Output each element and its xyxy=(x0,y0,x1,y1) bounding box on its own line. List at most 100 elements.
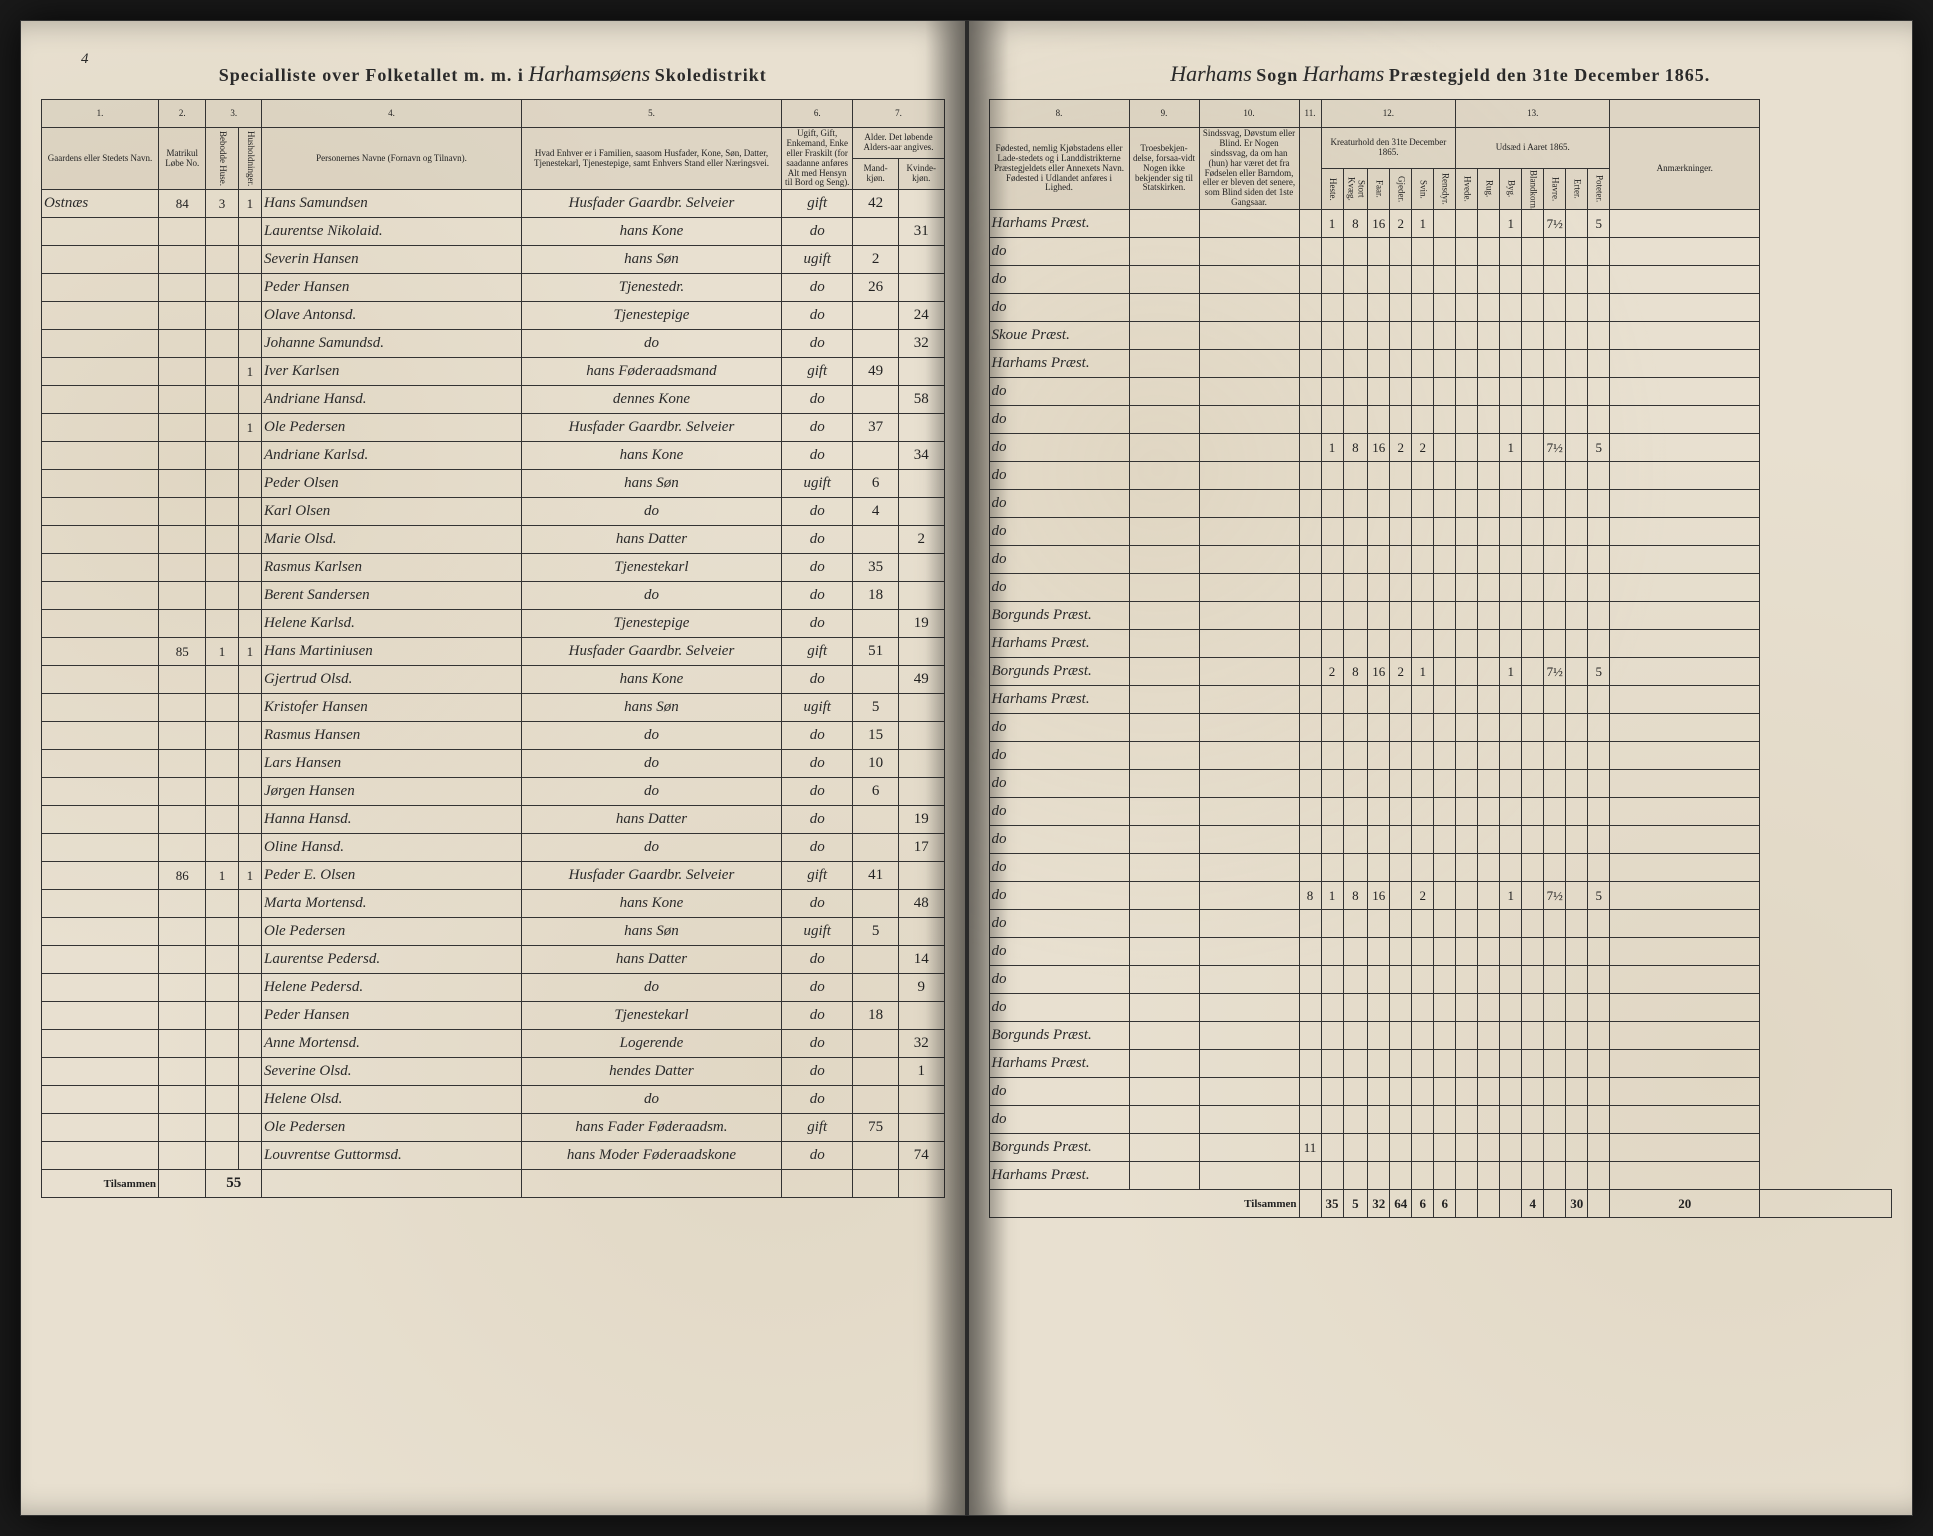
cell-small-8: 1 xyxy=(1500,882,1522,910)
cell-small-0 xyxy=(1321,602,1343,630)
cell-small-8 xyxy=(1500,910,1522,938)
cell-small-11 xyxy=(1566,910,1588,938)
cell-small-6 xyxy=(1456,406,1478,434)
table-row: do xyxy=(989,238,1892,266)
cell-hus xyxy=(206,498,238,526)
cell-small-9 xyxy=(1522,518,1544,546)
cell-small-12 xyxy=(1588,742,1610,770)
cell-tro xyxy=(1129,686,1199,714)
cell-hus: 3 xyxy=(206,190,238,218)
cell-small-4 xyxy=(1412,518,1434,546)
cell-small-4 xyxy=(1412,630,1434,658)
cell-gaard xyxy=(42,218,159,246)
cell-small-2 xyxy=(1368,574,1390,602)
cell-gaard xyxy=(42,470,159,498)
cell-small-7 xyxy=(1478,686,1500,714)
cell-navn: Iver Karlsen xyxy=(262,358,522,386)
cell-small-11 xyxy=(1566,266,1588,294)
cell-small-2 xyxy=(1368,1162,1390,1190)
cell-small-1 xyxy=(1343,910,1368,938)
cell-fodested: do xyxy=(989,406,1129,434)
cell-small-0: 1 xyxy=(1321,882,1343,910)
cell-small-4 xyxy=(1412,854,1434,882)
cell-hus xyxy=(206,890,238,918)
cell-small-11 xyxy=(1566,742,1588,770)
cell-small-8 xyxy=(1500,630,1522,658)
cell-remarks xyxy=(1610,630,1760,658)
cell-small-11 xyxy=(1566,462,1588,490)
cell-navn: Anne Mortensd. xyxy=(262,1030,522,1058)
table-row: Borgunds Præst.28162117½5 xyxy=(989,658,1892,686)
cell-stilling: Tjenestedr. xyxy=(521,274,781,302)
cell-small-11 xyxy=(1566,1078,1588,1106)
cell-lobe: 84 xyxy=(158,190,205,218)
cell-stilling: Tjenestepige xyxy=(521,610,781,638)
cell-sind xyxy=(1199,406,1299,434)
cell-small-5 xyxy=(1434,294,1456,322)
cell-small-5 xyxy=(1434,602,1456,630)
cell-small-11 xyxy=(1566,294,1588,322)
cell-small-12: 5 xyxy=(1588,434,1610,462)
cell-small-8 xyxy=(1500,994,1522,1022)
cell-small-1 xyxy=(1343,1134,1368,1162)
cell-small-7 xyxy=(1478,406,1500,434)
cell-stand: do xyxy=(781,1142,852,1170)
cell-hh xyxy=(238,1114,261,1142)
cell-small-9 xyxy=(1522,938,1544,966)
cell-11 xyxy=(1299,686,1321,714)
cell-small-1 xyxy=(1343,770,1368,798)
cell-small-7 xyxy=(1478,882,1500,910)
cell-hus xyxy=(206,778,238,806)
cell-small-10 xyxy=(1544,1106,1566,1134)
cell-gaard xyxy=(42,386,159,414)
cell-gaard xyxy=(42,750,159,778)
cell-sind xyxy=(1199,294,1299,322)
cell-sind xyxy=(1199,350,1299,378)
cell-navn: Helene Olsd. xyxy=(262,1086,522,1114)
cell-alder-m xyxy=(853,806,898,834)
cell-hus xyxy=(206,666,238,694)
h-anm: Anmærkninger. xyxy=(1610,128,1760,210)
table-row: do xyxy=(989,1078,1892,1106)
cell-hh: 1 xyxy=(238,414,261,442)
cell-alder-k xyxy=(898,918,944,946)
table-row: 1Iver Karlsenhans Føderaadsmandgift49 xyxy=(42,358,945,386)
cell-stilling: hans Fader Føderaadsm. xyxy=(521,1114,781,1142)
cell-navn: Marta Mortensd. xyxy=(262,890,522,918)
column-number-row-r: 8. 9. 10. 11. 12. 13. xyxy=(989,100,1892,128)
cell-hh xyxy=(238,778,261,806)
cell-small-2 xyxy=(1368,322,1390,350)
cell-navn: Severin Hansen xyxy=(262,246,522,274)
cell-small-0 xyxy=(1321,238,1343,266)
cell-small-3 xyxy=(1390,854,1412,882)
cell-hus xyxy=(206,274,238,302)
cell-small-6 xyxy=(1456,294,1478,322)
cell-hh xyxy=(238,750,261,778)
cell-11 xyxy=(1299,462,1321,490)
h13-sub-2: Byg. xyxy=(1500,169,1522,210)
cell-small-8: 1 xyxy=(1500,210,1522,238)
table-row: Borgunds Præst. xyxy=(989,602,1892,630)
cell-small-10 xyxy=(1544,1162,1566,1190)
cell-small-1 xyxy=(1343,350,1368,378)
cell-small-5 xyxy=(1434,490,1456,518)
col-10: 10. xyxy=(1199,100,1299,128)
cell-small-9 xyxy=(1522,546,1544,574)
cell-stand: do xyxy=(781,834,852,862)
cell-gaard xyxy=(42,554,159,582)
cell-gaard xyxy=(42,526,159,554)
cell-small-1: 8 xyxy=(1343,882,1368,910)
cell-lobe xyxy=(158,470,205,498)
cell-remarks xyxy=(1610,406,1760,434)
table-row: Andriane Hansd.dennes Konedo58 xyxy=(42,386,945,414)
cell-fodested: Harhams Præst. xyxy=(989,210,1129,238)
cell-small-10 xyxy=(1544,798,1566,826)
cell-small-7 xyxy=(1478,1078,1500,1106)
cell-small-12 xyxy=(1588,1078,1610,1106)
cell-small-9 xyxy=(1522,1022,1544,1050)
cell-stand: gift xyxy=(781,358,852,386)
cell-stand: ugift xyxy=(781,694,852,722)
cell-alder-m xyxy=(853,386,898,414)
cell-stilling: hans Søn xyxy=(521,246,781,274)
cell-small-5 xyxy=(1434,1078,1456,1106)
